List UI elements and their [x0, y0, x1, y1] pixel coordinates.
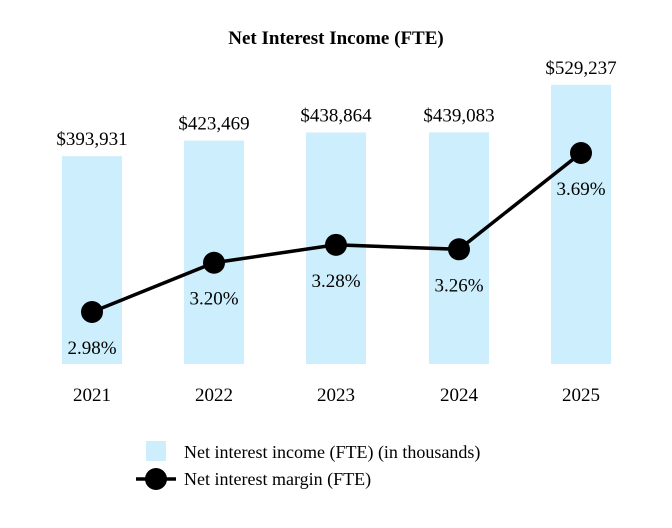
- bar-label-2025: $529,237: [545, 58, 616, 79]
- bar-2021: [62, 156, 122, 364]
- margin-point-2023: [325, 233, 347, 256]
- legend: Net interest income (FTE) (in thousands)…: [136, 441, 480, 490]
- legend-label-net-interest-income: Net interest income (FTE) (in thousands): [184, 442, 480, 463]
- bar-label-2021: $393,931: [56, 129, 127, 150]
- bar-2025: [551, 84, 611, 365]
- x-axis: 2021 2022 2023 2024 2025: [73, 385, 600, 406]
- bar-label-2022: $423,469: [178, 114, 249, 135]
- legend-label-net-interest-margin: Net interest margin (FTE): [184, 469, 371, 490]
- bar-label-2024: $439,083: [423, 105, 494, 126]
- margin-point-2021: [81, 301, 103, 323]
- chart-title: Net Interest Income (FTE): [228, 28, 443, 49]
- margin-label-2021: 2.98%: [67, 338, 116, 359]
- margin-point-2025: [570, 142, 592, 164]
- margin-label-2025: 3.69%: [556, 179, 605, 200]
- x-tick-2024: 2024: [440, 385, 479, 406]
- margin-point-2022: [203, 251, 225, 274]
- legend-swatch-net-interest-income: [146, 441, 166, 461]
- bar-label-2023: $438,864: [300, 105, 372, 126]
- margin-line-series: 2.98% 3.20% 3.28% 3.26% 3.69%: [67, 142, 606, 359]
- x-tick-2021: 2021: [73, 385, 111, 406]
- margin-label-2023: 3.28%: [311, 271, 360, 292]
- legend-marker-net-interest-margin: [145, 468, 167, 490]
- margin-label-2022: 3.20%: [189, 289, 238, 310]
- x-tick-2025: 2025: [562, 385, 600, 406]
- x-tick-2023: 2023: [317, 385, 355, 406]
- bar-series: $393,931 $423,469 $438,864 $439,083 $529,237: [56, 58, 617, 365]
- margin-label-2024: 3.26%: [434, 275, 483, 296]
- margin-point-2024: [448, 238, 470, 261]
- x-tick-2022: 2022: [195, 385, 233, 406]
